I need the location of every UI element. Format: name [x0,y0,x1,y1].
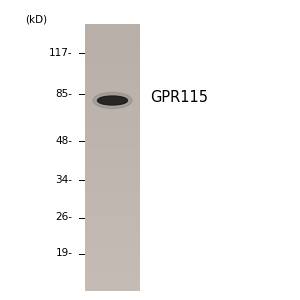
Text: 117-: 117- [49,47,73,58]
Ellipse shape [93,92,132,109]
Text: 34-: 34- [56,175,73,185]
Text: 48-: 48- [56,136,73,146]
Text: 19-: 19- [56,248,73,259]
Text: GPR115: GPR115 [150,90,208,105]
Ellipse shape [98,96,128,105]
Text: (kD): (kD) [26,14,48,25]
Text: 26-: 26- [56,212,73,223]
Text: 85-: 85- [56,89,73,100]
